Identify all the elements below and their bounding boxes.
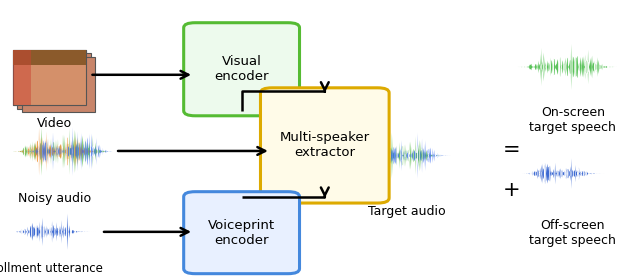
FancyBboxPatch shape xyxy=(22,57,95,112)
FancyBboxPatch shape xyxy=(260,88,389,203)
Text: Off-screen
target speech: Off-screen target speech xyxy=(529,219,616,247)
Text: Target audio: Target audio xyxy=(367,206,445,218)
Text: +: + xyxy=(503,180,521,200)
Text: On-screen
target speech: On-screen target speech xyxy=(529,106,616,135)
Text: Voiceprint
encoder: Voiceprint encoder xyxy=(208,219,275,247)
Text: Video: Video xyxy=(37,117,72,130)
Text: =: = xyxy=(503,140,521,160)
Text: Visual
encoder: Visual encoder xyxy=(214,55,269,83)
FancyBboxPatch shape xyxy=(184,192,300,274)
FancyBboxPatch shape xyxy=(13,50,86,105)
FancyBboxPatch shape xyxy=(13,50,31,105)
FancyBboxPatch shape xyxy=(17,53,91,109)
Text: Enrollment utterance: Enrollment utterance xyxy=(0,262,102,275)
Text: Multi-speaker
extractor: Multi-speaker extractor xyxy=(280,131,370,160)
FancyBboxPatch shape xyxy=(13,50,86,105)
FancyBboxPatch shape xyxy=(184,23,300,116)
FancyBboxPatch shape xyxy=(13,50,86,65)
Text: Noisy audio: Noisy audio xyxy=(18,192,91,204)
